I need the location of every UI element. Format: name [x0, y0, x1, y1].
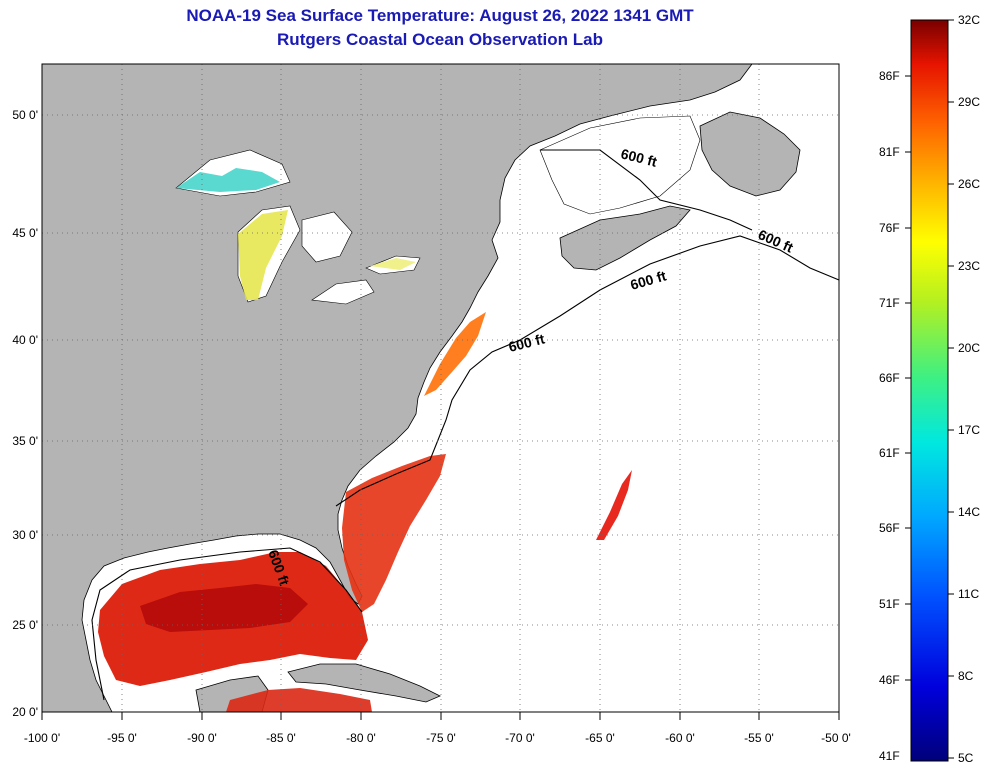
colorbar-fahrenheit-label: 86F	[879, 69, 900, 83]
land-newfoundland	[699, 111, 801, 197]
x-tick-label: -60 0'	[665, 731, 695, 745]
colorbar-fahrenheit-label: 41F	[879, 749, 900, 763]
chart-subtitle: Rutgers Coastal Ocean Observation Lab	[277, 30, 603, 49]
x-tick-label: -95 0'	[107, 731, 137, 745]
x-tick-label: -100 0'	[24, 731, 60, 745]
colorbar-celsius-label: 14C	[958, 505, 980, 519]
x-tick-label: -85 0'	[266, 731, 296, 745]
sst-offshore-streak	[596, 470, 632, 540]
sst-caribbean	[226, 688, 372, 712]
x-tick-label: -55 0'	[744, 731, 774, 745]
colorbar	[910, 19, 949, 762]
x-tick-label: -70 0'	[505, 731, 535, 745]
y-tick-label: 25 0'	[12, 618, 38, 632]
colorbar-fahrenheit-label: 51F	[879, 597, 900, 611]
sst-midatlantic	[424, 312, 486, 396]
graticule	[42, 64, 839, 712]
y-tick-label: 40 0'	[12, 333, 38, 347]
land-cuba	[287, 663, 441, 703]
colorbar-celsius-label: 20C	[958, 341, 980, 355]
chart-title: NOAA-19 Sea Surface Temperature: August …	[186, 6, 694, 25]
x-tick-label: -75 0'	[426, 731, 456, 745]
colorbar-celsius-label: 26C	[958, 177, 980, 191]
colorbar-celsius-label: 17C	[958, 423, 980, 437]
colorbar-celsius-label: 11C	[958, 587, 979, 601]
colorbar-fahrenheit-label: 56F	[879, 521, 900, 535]
colorbar-fahrenheit-label: 76F	[879, 221, 900, 235]
colorbar-fahrenheit-label: 66F	[879, 371, 900, 385]
y-tick-label: 30 0'	[12, 528, 38, 542]
lake-ontario-sst	[370, 258, 416, 270]
lake-michigan-sst	[238, 210, 288, 300]
colorbar-fahrenheit-label: 81F	[879, 145, 900, 159]
colorbar-celsius-label: 32C	[958, 13, 980, 27]
x-tick-marks	[41, 712, 840, 720]
sst-gulf-hot	[140, 584, 308, 632]
y-tick-label: 50 0'	[12, 108, 38, 122]
colorbar-fahrenheit-label: 46F	[879, 673, 900, 687]
sst-gulf-stream	[342, 454, 446, 612]
colorbar-celsius-label: 5C	[958, 751, 974, 765]
y-tick-label: 20 0'	[12, 705, 38, 719]
x-tick-label: -65 0'	[585, 731, 615, 745]
x-tick-label: -50 0'	[821, 731, 851, 745]
colorbar-fahrenheit-label: 61F	[879, 446, 900, 460]
x-tick-label: -90 0'	[187, 731, 217, 745]
colorbar-celsius-label: 8C	[958, 669, 974, 683]
colorbar-celsius-label: 29C	[958, 95, 980, 109]
colorbar-fahrenheit-label: 71F	[879, 296, 900, 310]
colorbar-celsius-label: 23C	[958, 259, 980, 273]
land-mass	[42, 64, 753, 712]
x-tick-label: -80 0'	[346, 731, 376, 745]
y-tick-label: 45 0'	[12, 226, 38, 240]
colorbar-ticks	[905, 19, 954, 759]
y-tick-label: 35 0'	[12, 434, 38, 448]
